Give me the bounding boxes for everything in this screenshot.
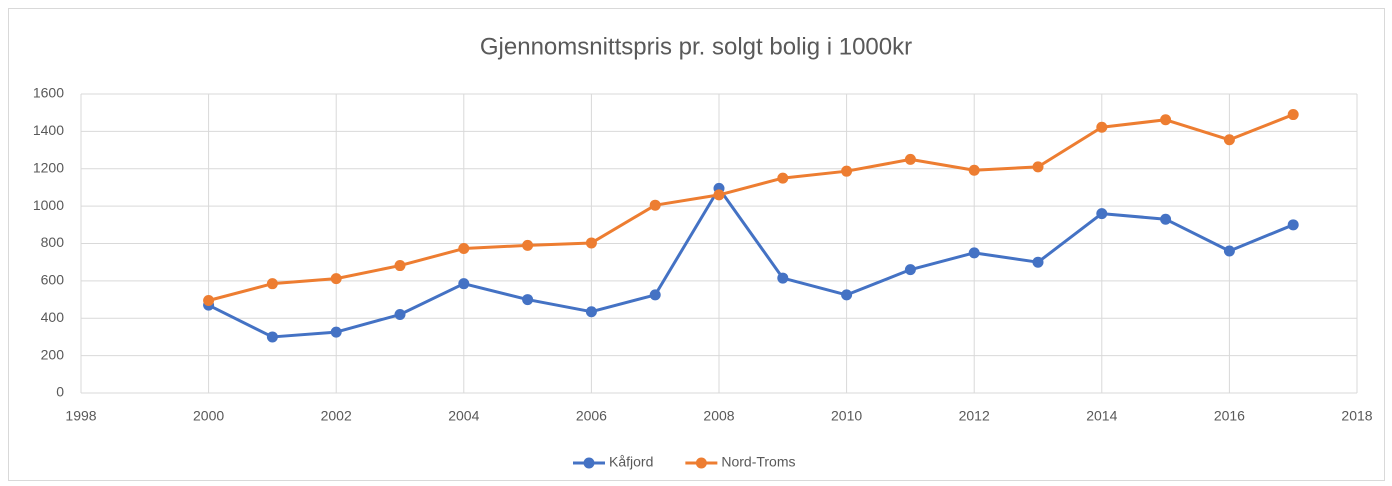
- y-tick-label: 600: [41, 272, 65, 288]
- marker: [713, 189, 725, 201]
- x-tick-label: 2008: [703, 408, 734, 424]
- legend-marker: [583, 457, 595, 469]
- series-line: [208, 113, 1294, 302]
- marker: [1032, 256, 1044, 268]
- x-tick-label: 2006: [576, 408, 607, 424]
- y-tick-label: 400: [41, 309, 65, 325]
- marker: [585, 237, 597, 249]
- marker: [841, 165, 853, 177]
- marker: [458, 278, 470, 290]
- marker: [1160, 114, 1172, 126]
- marker: [522, 294, 534, 306]
- marker: [266, 331, 278, 343]
- legend-label: Nord-Troms: [721, 454, 795, 470]
- marker: [841, 289, 853, 301]
- y-tick-label: 1400: [33, 122, 64, 138]
- series-line: [207, 186, 1294, 339]
- marker: [777, 272, 789, 284]
- legend-label: Kåfjord: [609, 454, 653, 470]
- x-tick-label: 2000: [193, 408, 224, 424]
- marker: [904, 264, 916, 276]
- x-tick-label: 2002: [321, 408, 352, 424]
- chart-title: Gjennomsnittspris pr. solgt bolig i 1000…: [480, 33, 912, 60]
- marker: [330, 326, 342, 338]
- marker: [1223, 134, 1235, 146]
- y-tick-label: 800: [41, 234, 65, 250]
- marker: [649, 289, 661, 301]
- marker: [458, 243, 470, 255]
- marker: [585, 306, 597, 318]
- marker: [394, 260, 406, 272]
- x-tick-label: 2012: [959, 408, 990, 424]
- y-tick-label: 1200: [33, 159, 64, 175]
- marker: [1096, 208, 1108, 220]
- marker: [1287, 109, 1299, 121]
- marker: [266, 278, 278, 290]
- x-tick-label: 1998: [65, 408, 96, 424]
- marker: [904, 153, 916, 165]
- y-tick-label: 0: [56, 384, 64, 400]
- chart-border: [8, 8, 1385, 481]
- legend-marker: [695, 457, 707, 469]
- x-tick-label: 2016: [1214, 408, 1245, 424]
- marker: [1160, 213, 1172, 225]
- marker: [330, 273, 342, 285]
- x-tick-label: 2004: [448, 408, 479, 424]
- x-tick-label: 2010: [831, 408, 862, 424]
- marker: [968, 164, 980, 176]
- marker: [1032, 161, 1044, 173]
- x-tick-label: 2014: [1086, 408, 1117, 424]
- marker: [1223, 245, 1235, 257]
- marker: [1287, 219, 1299, 231]
- marker: [968, 247, 980, 259]
- y-tick-label: 1600: [33, 85, 64, 101]
- marker: [203, 294, 215, 306]
- marker: [777, 172, 789, 184]
- y-tick-label: 1000: [33, 197, 64, 213]
- marker: [394, 309, 406, 321]
- y-tick-label: 200: [41, 346, 65, 362]
- marker: [1096, 121, 1108, 133]
- marker: [522, 239, 534, 251]
- x-tick-label: 2018: [1341, 408, 1372, 424]
- marker: [649, 199, 661, 211]
